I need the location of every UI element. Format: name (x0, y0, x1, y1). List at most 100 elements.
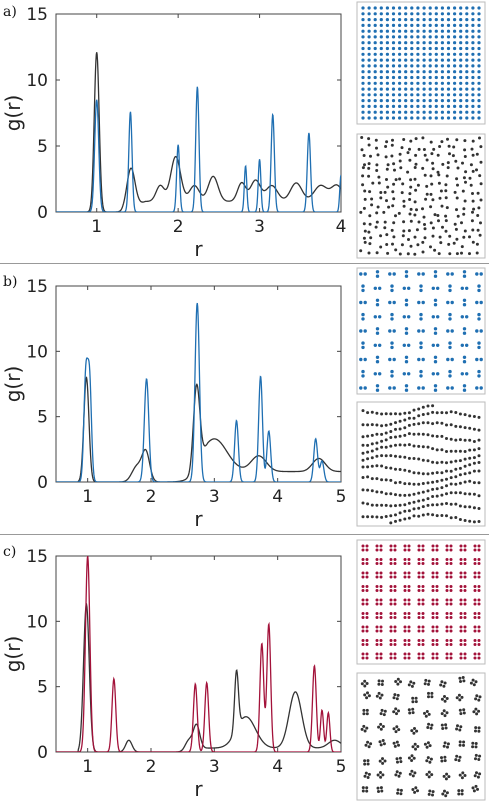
particle (391, 41, 396, 45)
particle (449, 643, 453, 646)
particle (471, 41, 475, 45)
particle (477, 87, 481, 91)
particle (361, 652, 365, 656)
particle (407, 683, 411, 687)
particle (458, 466, 462, 470)
particle (421, 166, 425, 170)
particle (389, 466, 393, 470)
particle (444, 214, 448, 218)
particle (396, 760, 399, 764)
particle (421, 602, 425, 606)
particle (428, 81, 432, 85)
particle (459, 571, 463, 575)
particle (422, 99, 426, 103)
particle (410, 754, 414, 758)
particle (459, 81, 463, 85)
particle (445, 548, 449, 552)
particle (402, 315, 406, 319)
particle (403, 652, 407, 656)
particle (449, 616, 453, 619)
particle (392, 272, 396, 276)
particle (449, 423, 453, 427)
particle (428, 110, 432, 114)
particle (410, 35, 414, 39)
particle (421, 421, 425, 425)
particle (440, 52, 444, 56)
particle (362, 712, 366, 716)
particle (435, 471, 439, 475)
particle (477, 447, 481, 451)
particle (390, 374, 394, 378)
particle (459, 612, 463, 615)
particle (422, 23, 426, 27)
particle (445, 625, 449, 629)
particle (384, 423, 388, 427)
particle (473, 602, 477, 606)
inset-frame (356, 133, 486, 259)
particle (361, 52, 365, 56)
particle (435, 544, 439, 548)
particle (398, 480, 402, 484)
particle (407, 616, 411, 619)
particle (426, 433, 430, 437)
particle (404, 58, 408, 62)
particle (478, 233, 482, 237)
particle (393, 639, 397, 642)
particle (463, 472, 467, 476)
particle (365, 708, 369, 712)
particle (447, 775, 451, 779)
particle (361, 629, 365, 633)
particle (375, 274, 380, 278)
particle (477, 544, 481, 548)
particle (361, 589, 365, 592)
particle (396, 791, 400, 795)
particle (379, 245, 383, 249)
particle (408, 772, 412, 776)
particle (367, 104, 371, 108)
particle (375, 251, 379, 255)
particle (477, 104, 481, 108)
particle (428, 70, 432, 74)
particle (361, 625, 365, 629)
particle (416, 87, 420, 91)
particle (393, 602, 397, 606)
particle (445, 484, 448, 488)
particle (389, 639, 393, 642)
particle (428, 789, 432, 793)
inset-frame (356, 539, 486, 665)
particle (421, 505, 425, 509)
particle (386, 185, 390, 189)
particle (410, 46, 414, 51)
particle (463, 450, 467, 453)
particle (367, 64, 371, 68)
particle (471, 192, 474, 195)
particle (407, 562, 411, 565)
particle (465, 110, 469, 114)
particle (398, 75, 402, 80)
particle (445, 697, 449, 700)
particle (403, 558, 407, 561)
particle (388, 386, 392, 390)
particle (459, 70, 463, 74)
particle (443, 755, 447, 759)
particle (471, 64, 475, 68)
particle (417, 422, 421, 426)
particle (404, 64, 408, 68)
particle (407, 432, 411, 436)
particle (392, 357, 396, 362)
particle (422, 52, 426, 56)
particle (390, 312, 394, 317)
particle (397, 774, 401, 778)
particle (453, 93, 457, 97)
particle (439, 683, 443, 687)
particle (391, 190, 395, 194)
particle (443, 741, 447, 745)
particle (445, 612, 449, 615)
particle (367, 137, 371, 141)
particle (435, 625, 439, 629)
particle (363, 272, 367, 276)
particle (411, 711, 415, 715)
particle (459, 58, 463, 62)
particle (404, 274, 409, 278)
